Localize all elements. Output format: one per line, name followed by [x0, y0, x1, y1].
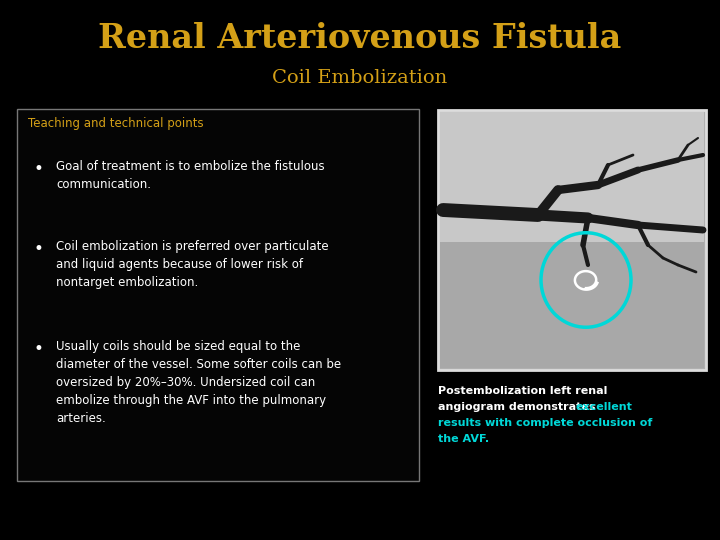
FancyBboxPatch shape: [440, 112, 704, 242]
Text: angiogram demonstrates: angiogram demonstrates: [438, 402, 599, 412]
Text: Postembolization left renal: Postembolization left renal: [438, 386, 608, 396]
FancyBboxPatch shape: [440, 242, 704, 368]
Text: •: •: [33, 340, 43, 358]
Text: •: •: [33, 160, 43, 178]
Text: excellent: excellent: [576, 402, 633, 412]
Text: the AVF.: the AVF.: [438, 434, 489, 444]
FancyBboxPatch shape: [17, 109, 419, 481]
Text: Renal Arteriovenous Fistula: Renal Arteriovenous Fistula: [99, 22, 621, 55]
Text: Goal of treatment is to embolize the fistulous
communication.: Goal of treatment is to embolize the fis…: [56, 160, 325, 191]
Text: results with complete occlusion of: results with complete occlusion of: [438, 418, 652, 428]
Text: Teaching and technical points: Teaching and technical points: [28, 118, 204, 131]
FancyBboxPatch shape: [438, 110, 706, 370]
Text: Usually coils should be sized equal to the
diameter of the vessel. Some softer c: Usually coils should be sized equal to t…: [56, 340, 341, 425]
Text: Coil embolization is preferred over particulate
and liquid agents because of low: Coil embolization is preferred over part…: [56, 240, 328, 289]
Text: •: •: [33, 240, 43, 258]
Text: Coil Embolization: Coil Embolization: [272, 69, 448, 87]
